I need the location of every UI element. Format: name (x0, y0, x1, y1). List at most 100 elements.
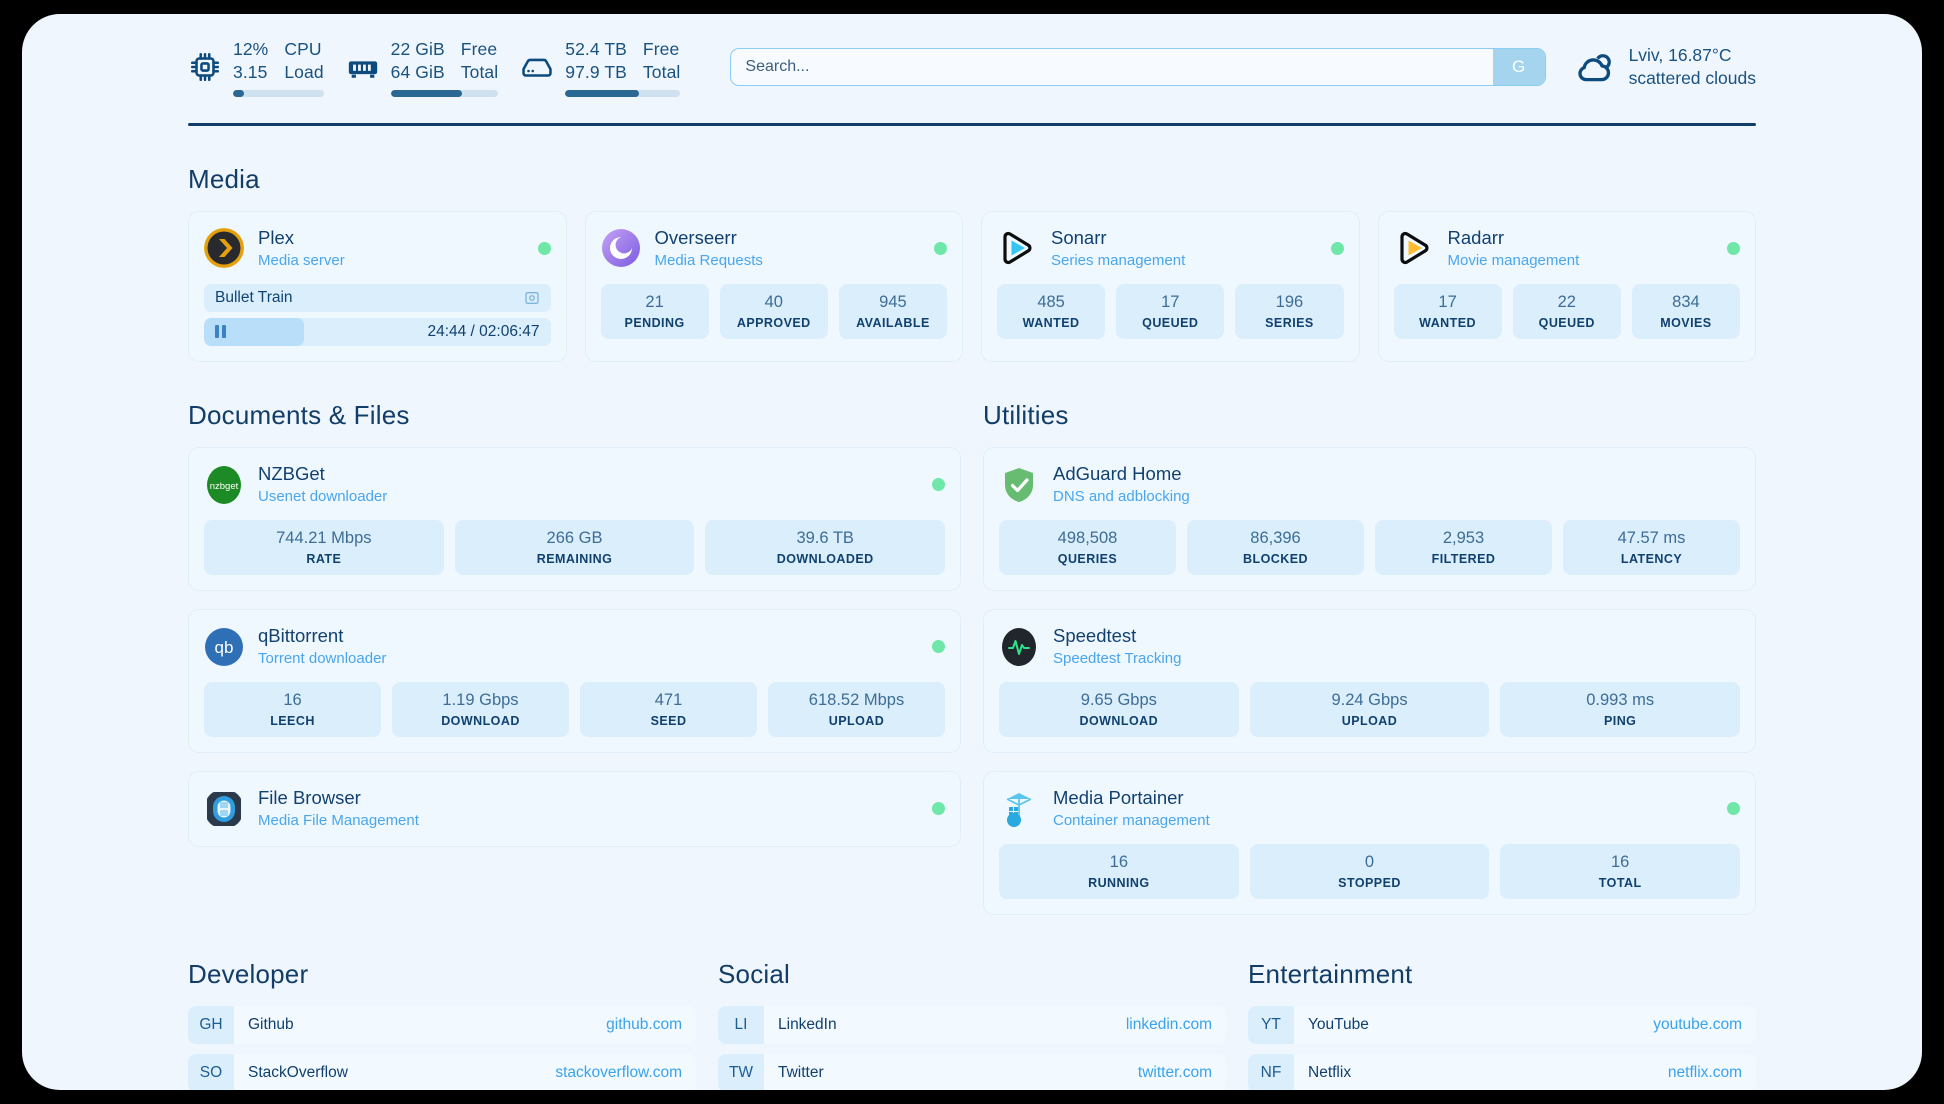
stat-label: PENDING (624, 315, 685, 330)
stat-series: 196 SERIES (1235, 283, 1344, 339)
stat-value: 485 (1037, 292, 1065, 311)
service-name: Overseerr (654, 226, 737, 248)
bookmark-name: Github (248, 1015, 294, 1033)
progress-fill (204, 317, 305, 346)
bookmark-name: YouTube (1308, 1015, 1369, 1033)
cast-icon[interactable] (524, 290, 540, 306)
service-card-media-portainer[interactable]: Media Portainer Container management 16 … (983, 770, 1756, 915)
status-indicator-online (537, 241, 551, 255)
stat-stopped: 0 STOPPED (1249, 844, 1490, 899)
cpu-load-label: Load (284, 61, 324, 82)
service-name: Media Portainer (1053, 786, 1184, 808)
service-card-qbittorrent[interactable]: qb qBittorrent Torrent downloader 16 LEE… (188, 608, 961, 753)
service-subtitle: Movie management (1447, 251, 1580, 269)
disk-icon (520, 50, 554, 84)
now-playing-progress-bar[interactable]: 24:44 / 02:06:47 (204, 317, 551, 346)
stat-value: 22 (1557, 292, 1576, 311)
service-card-speedtest[interactable]: Speedtest Speedtest Tracking 9.65 Gbps D… (983, 608, 1756, 753)
stat-running: 16 RUNNING (999, 844, 1239, 899)
service-subtitle: Media Requests (654, 251, 763, 269)
stats-row: 9.65 Gbps DOWNLOAD 9.24 Gbps UPLOAD 0.99… (999, 682, 1741, 737)
search-input[interactable] (731, 49, 1493, 86)
service-card-file-browser[interactable]: File Browser Media File Management (188, 770, 961, 848)
bookmark-url: twitter.com (1137, 1063, 1212, 1081)
stat-approved: 40 APPROVED (719, 283, 828, 339)
disk-free-value: 52.4 TB (565, 39, 627, 59)
service-card-nzbget[interactable]: nzbget NZBGet Usenet downloader 744.21 M… (188, 446, 961, 591)
search-box[interactable]: G (730, 48, 1546, 87)
status-indicator-online (932, 802, 945, 816)
filebrowser-icon (204, 789, 244, 829)
bookmark-url: netflix.com (1667, 1063, 1742, 1081)
stat-label: DOWNLOAD (441, 713, 520, 728)
stats-row: 485 WANTED 17 QUEUED 196 SERIES (997, 283, 1344, 339)
weather-widget: Lviv, 16.87°C scattered clouds (1574, 44, 1756, 90)
stat-label: FILTERED (1431, 551, 1496, 566)
bookmark-group-developer: Developer GH Github github.com SO StackO… (188, 959, 696, 1090)
status-indicator-online (932, 478, 945, 492)
stat-leech: 16 LEECH (204, 682, 381, 737)
stat-seed: 471 SEED (580, 682, 757, 737)
service-name: NZBGet (258, 462, 325, 484)
service-name: AdGuard Home (1053, 462, 1182, 484)
bookmark-url: github.com (606, 1015, 682, 1033)
bookmark-group-title: Developer (188, 958, 309, 989)
bookmark-abbr: GH (188, 1005, 234, 1044)
service-subtitle: Usenet downloader (258, 488, 388, 505)
bookmark-youtube[interactable]: YT YouTube youtube.com (1248, 1005, 1756, 1044)
cpu-usage-bar (233, 89, 324, 97)
stat-upload: 9.24 Gbps UPLOAD (1249, 682, 1490, 737)
service-subtitle: Media server (258, 251, 345, 269)
disk-total-value: 97.9 TB (565, 61, 627, 82)
stat-value: 39.6 TB (796, 529, 854, 548)
pause-icon[interactable] (215, 325, 226, 339)
bookmark-abbr: YT (1248, 1005, 1294, 1044)
service-card-radarr[interactable]: Radarr Movie management 17 WANTED 22 QUE… (1377, 210, 1756, 362)
bookmark-name: StackOverflow (248, 1063, 348, 1081)
overseerr-icon (601, 228, 641, 268)
bookmark-linkedin[interactable]: LI LinkedIn linkedin.com (718, 1005, 1226, 1044)
search-submit-button[interactable]: G (1492, 49, 1545, 86)
stat-value: 498,508 (1057, 529, 1118, 548)
service-card-overseerr[interactable]: Overseerr Media Requests 21 PENDING 40 A… (584, 210, 963, 362)
bookmark-netflix[interactable]: NF Netflix netflix.com (1248, 1053, 1756, 1090)
stat-queries: 498,508 QUERIES (999, 520, 1176, 575)
disk-usage-bar (565, 89, 681, 97)
bookmark-group-title: Social (718, 958, 791, 989)
stat-label: LEECH (270, 713, 315, 728)
bookmark-github[interactable]: GH Github github.com (188, 1005, 696, 1044)
stat-pending: 21 PENDING (600, 283, 709, 339)
service-name: qBittorrent (258, 624, 344, 646)
stat-queued: 22 QUEUED (1512, 283, 1621, 339)
bookmark-stackoverflow[interactable]: SO StackOverflow stackoverflow.com (188, 1053, 696, 1090)
resource-widget-cpu: 12% 3.15 CPU Load (188, 38, 324, 97)
memory-usage-bar (390, 89, 499, 97)
dashboard-page: 12% 3.15 CPU Load (22, 14, 1922, 1090)
service-card-adguard-home[interactable]: AdGuard Home DNS and adblocking 498,508 … (983, 446, 1756, 591)
stat-value: 0 (1364, 853, 1375, 872)
stat-ping: 0.993 ms PING (1500, 682, 1741, 737)
service-name: Sonarr (1051, 226, 1107, 248)
stat-label: UPLOAD (828, 713, 885, 728)
service-card-plex[interactable]: Plex Media server Bullet Train 24:44 / 0… (188, 210, 567, 362)
bookmarks-area: Developer GH Github github.com SO StackO… (188, 959, 1756, 1090)
nzbget-icon: nzbget (204, 465, 244, 505)
disk-free-label: Free (642, 39, 680, 59)
bookmark-group-social: Social LI LinkedIn linkedin.com TW Twitt… (718, 959, 1226, 1090)
stat-rate: 744.21 Mbps RATE (204, 520, 444, 575)
stat-label: RUNNING (1088, 875, 1150, 890)
stat-label: DOWNLOAD (1079, 713, 1159, 728)
stat-downloaded: 39.6 TB DOWNLOADED (705, 520, 946, 575)
service-card-sonarr[interactable]: Sonarr Series management 485 WANTED 17 Q… (981, 210, 1360, 362)
service-subtitle: Media File Management (258, 812, 419, 829)
stat-label: PING (1603, 713, 1637, 728)
stats-row: 498,508 QUERIES 86,396 BLOCKED 2,953 FIL… (999, 520, 1740, 575)
bookmark-url: linkedin.com (1125, 1015, 1212, 1033)
status-indicator-online (932, 640, 945, 654)
status-indicator-online (1330, 241, 1344, 255)
bookmark-twitter[interactable]: TW Twitter twitter.com (718, 1053, 1226, 1090)
stat-value: 618.52 Mbps (808, 691, 905, 710)
bookmark-abbr: NF (1248, 1053, 1294, 1090)
weather-location-temperature: Lviv, 16.87°C (1628, 45, 1732, 66)
memory-total-value: 64 GiB (390, 61, 445, 82)
